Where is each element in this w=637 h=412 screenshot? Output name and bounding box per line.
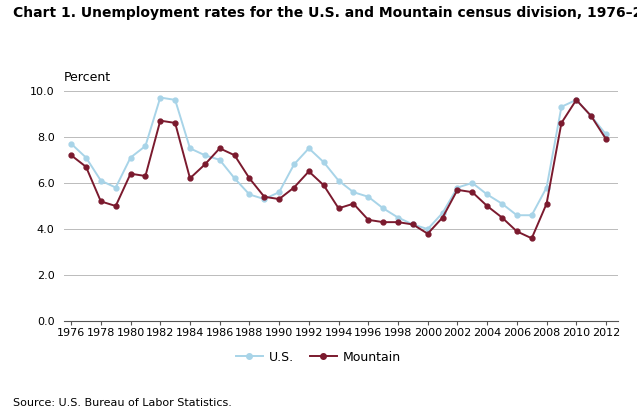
Mountain — [483, 204, 491, 208]
U.S. — [424, 227, 431, 232]
Mountain — [468, 190, 476, 194]
U.S. — [68, 141, 75, 146]
Mountain — [290, 185, 298, 190]
Mountain — [186, 176, 194, 181]
U.S. — [394, 215, 402, 220]
U.S. — [439, 211, 447, 215]
U.S. — [320, 160, 327, 165]
Mountain — [394, 220, 402, 225]
Mountain — [498, 215, 506, 220]
Mountain — [557, 120, 565, 125]
Mountain — [261, 194, 268, 199]
Mountain — [587, 114, 595, 119]
U.S. — [186, 146, 194, 151]
Mountain — [379, 220, 387, 225]
Mountain — [171, 120, 179, 125]
U.S. — [557, 104, 565, 109]
Mountain — [216, 146, 224, 151]
U.S. — [246, 192, 254, 197]
Mountain — [528, 236, 536, 241]
U.S. — [364, 194, 372, 199]
U.S. — [587, 114, 595, 119]
U.S. — [275, 190, 283, 194]
U.S. — [602, 132, 610, 137]
U.S. — [290, 162, 298, 167]
U.S. — [82, 155, 90, 160]
Line: Mountain: Mountain — [69, 98, 608, 241]
Mountain — [97, 199, 104, 204]
U.S. — [468, 180, 476, 185]
U.S. — [573, 97, 580, 102]
U.S. — [379, 206, 387, 211]
Text: Source: U.S. Bureau of Labor Statistics.: Source: U.S. Bureau of Labor Statistics. — [13, 398, 232, 408]
U.S. — [97, 178, 104, 183]
Mountain — [157, 118, 164, 123]
U.S. — [305, 146, 313, 151]
Mountain — [320, 183, 327, 188]
Mountain — [231, 153, 238, 158]
Text: Chart 1. Unemployment rates for the U.S. and Mountain census division, 1976–2012: Chart 1. Unemployment rates for the U.S.… — [13, 6, 637, 20]
U.S. — [483, 192, 491, 197]
Line: U.S.: U.S. — [69, 95, 608, 232]
Mountain — [82, 164, 90, 169]
Mountain — [543, 201, 550, 206]
U.S. — [543, 185, 550, 190]
Mountain — [424, 231, 431, 236]
Mountain — [350, 201, 357, 206]
Mountain — [246, 176, 254, 181]
Mountain — [112, 204, 120, 208]
Text: Percent: Percent — [64, 71, 111, 84]
U.S. — [350, 190, 357, 194]
Mountain — [68, 153, 75, 158]
Mountain — [305, 169, 313, 174]
U.S. — [112, 185, 120, 190]
Mountain — [573, 97, 580, 102]
U.S. — [141, 143, 149, 148]
U.S. — [216, 157, 224, 162]
U.S. — [171, 97, 179, 102]
Legend: U.S., Mountain: U.S., Mountain — [231, 346, 406, 369]
Mountain — [141, 173, 149, 178]
Mountain — [409, 222, 417, 227]
Mountain — [127, 171, 134, 176]
Mountain — [602, 137, 610, 142]
U.S. — [528, 213, 536, 218]
U.S. — [513, 213, 520, 218]
U.S. — [335, 178, 343, 183]
Mountain — [513, 229, 520, 234]
U.S. — [201, 153, 209, 158]
U.S. — [409, 222, 417, 227]
U.S. — [498, 201, 506, 206]
U.S. — [127, 155, 134, 160]
Mountain — [364, 218, 372, 222]
Mountain — [335, 206, 343, 211]
Mountain — [454, 187, 461, 192]
Mountain — [439, 215, 447, 220]
U.S. — [157, 95, 164, 100]
U.S. — [261, 197, 268, 201]
Mountain — [201, 162, 209, 167]
Mountain — [275, 197, 283, 201]
U.S. — [454, 185, 461, 190]
U.S. — [231, 176, 238, 181]
